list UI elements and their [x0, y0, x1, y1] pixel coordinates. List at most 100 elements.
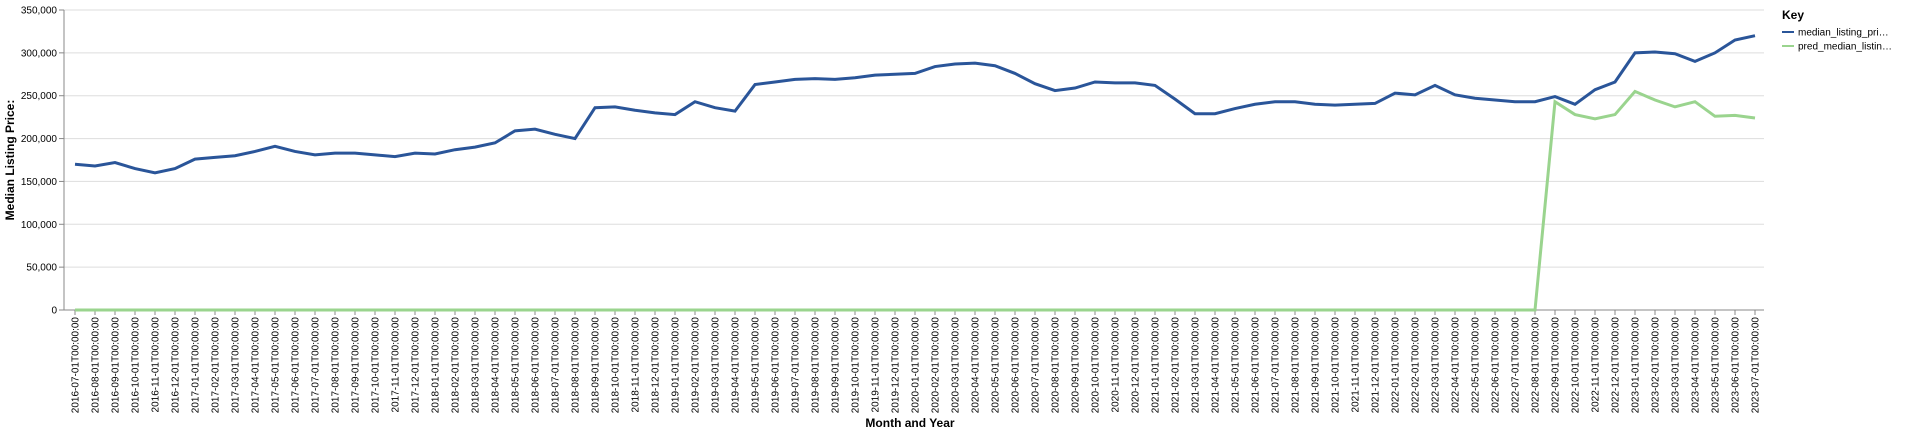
x-tick-label: 2017-09-01T00:00:00: [351, 317, 362, 414]
x-tick-label: 2022-10-01T00:00:00: [1571, 317, 1582, 414]
x-tick-label: 2022-11-01T00:00:00: [1591, 317, 1602, 413]
x-tick-label: 2022-12-01T00:00:00: [1611, 317, 1622, 414]
y-tick-label: 100,000: [21, 220, 58, 231]
x-tick-label: 2023-01-01T00:00:00: [1631, 317, 1642, 414]
x-tick-label: 2022-01-01T00:00:00: [1391, 317, 1402, 414]
x-tick-label: 2016-11-01T00:00:00: [151, 317, 162, 413]
x-tick-label: 2023-03-01T00:00:00: [1671, 317, 1682, 414]
x-tick-label: 2021-02-01T00:00:00: [1171, 317, 1182, 414]
x-tick-label: 2023-06-01T00:00:00: [1731, 317, 1742, 414]
x-tick-label: 2022-09-01T00:00:00: [1551, 317, 1562, 414]
y-tick-label: 350,000: [21, 6, 58, 17]
y-tick-label: 200,000: [21, 134, 58, 145]
x-tick-label: 2022-03-01T00:00:00: [1431, 317, 1442, 414]
x-tick-label: 2018-03-01T00:00:00: [471, 317, 482, 414]
x-tick-label: 2019-03-01T00:00:00: [711, 317, 722, 414]
x-tick-label: 2022-04-01T00:00:00: [1451, 317, 1462, 414]
x-tick-label: 2016-09-01T00:00:00: [111, 317, 122, 414]
x-tick-label: 2021-07-01T00:00:00: [1271, 317, 1282, 414]
x-tick-label: 2018-12-01T00:00:00: [651, 317, 662, 414]
x-tick-label: 2017-12-01T00:00:00: [411, 317, 422, 414]
x-tick-label: 2018-09-01T00:00:00: [591, 317, 602, 414]
x-tick-label: 2023-05-01T00:00:00: [1711, 317, 1722, 414]
x-tick-label: 2021-08-01T00:00:00: [1291, 317, 1302, 414]
x-tick-label: 2017-08-01T00:00:00: [331, 317, 342, 414]
x-tick-label: 2021-12-01T00:00:00: [1371, 317, 1382, 414]
x-tick-label: 2017-06-01T00:00:00: [291, 317, 302, 414]
x-axis-title: Month and Year: [865, 416, 954, 430]
x-tick-label: 2017-07-01T00:00:00: [311, 317, 322, 414]
x-tick-label: 2016-08-01T00:00:00: [91, 317, 102, 414]
x-tick-label: 2017-10-01T00:00:00: [371, 317, 382, 414]
x-tick-label: 2019-10-01T00:00:00: [851, 317, 862, 414]
series-line: [74, 34, 1756, 175]
legend-title: Key: [1782, 8, 1804, 22]
series-line: [75, 89, 1756, 312]
x-tick-label: 2021-10-01T00:00:00: [1331, 317, 1342, 414]
x-tick-label: 2020-01-01T00:00:00: [911, 317, 922, 414]
x-tick-label: 2021-09-01T00:00:00: [1311, 317, 1322, 414]
y-tick-label: 300,000: [21, 48, 58, 59]
x-tick-label: 2022-02-01T00:00:00: [1411, 317, 1422, 414]
x-tick-label: 2018-11-01T00:00:00: [631, 317, 642, 413]
y-tick-label: 0: [51, 306, 57, 317]
x-tick-label: 2022-05-01T00:00:00: [1471, 317, 1482, 414]
x-tick-label: 2019-07-01T00:00:00: [791, 317, 802, 414]
x-tick-label: 2020-08-01T00:00:00: [1051, 317, 1062, 414]
x-tick-label: 2017-04-01T00:00:00: [251, 317, 262, 414]
x-tick-label: 2021-03-01T00:00:00: [1191, 317, 1202, 414]
x-tick-label: 2019-11-01T00:00:00: [871, 317, 882, 413]
x-tick-label: 2019-08-01T00:00:00: [811, 317, 822, 414]
x-tick-label: 2022-07-01T00:00:00: [1511, 317, 1522, 414]
x-tick-label: 2018-06-01T00:00:00: [531, 317, 542, 414]
x-tick-label: 2020-11-01T00:00:00: [1111, 317, 1122, 413]
x-tick-label: 2022-06-01T00:00:00: [1491, 317, 1502, 414]
x-tick-label: 2018-04-01T00:00:00: [491, 317, 502, 414]
legend-label: pred_median_listin…: [1798, 42, 1892, 53]
x-tick-label: 2020-02-01T00:00:00: [931, 317, 942, 414]
x-tick-label: 2023-02-01T00:00:00: [1651, 317, 1662, 414]
legend-label: median_listing_pri…: [1798, 28, 1889, 39]
y-tick-label: 150,000: [21, 177, 58, 188]
x-tick-label: 2019-04-01T00:00:00: [731, 317, 742, 414]
x-tick-label: 2021-11-01T00:00:00: [1351, 317, 1362, 413]
x-tick-label: 2020-03-01T00:00:00: [951, 317, 962, 414]
x-tick-label: 2021-04-01T00:00:00: [1211, 317, 1222, 414]
x-tick-label: 2020-12-01T00:00:00: [1131, 317, 1142, 414]
x-tick-label: 2017-05-01T00:00:00: [271, 317, 282, 414]
x-tick-label: 2021-05-01T00:00:00: [1231, 317, 1242, 414]
x-tick-label: 2018-02-01T00:00:00: [451, 317, 462, 414]
x-tick-label: 2018-07-01T00:00:00: [551, 317, 562, 414]
x-tick-label: 2016-10-01T00:00:00: [131, 317, 142, 414]
y-axis-title: Median Listing Price:: [3, 100, 17, 221]
x-tick-label: 2018-08-01T00:00:00: [571, 317, 582, 414]
x-tick-label: 2018-05-01T00:00:00: [511, 317, 522, 414]
x-tick-label: 2018-01-01T00:00:00: [431, 317, 442, 414]
x-tick-label: 2020-09-01T00:00:00: [1071, 317, 1082, 414]
x-tick-label: 2017-03-01T00:00:00: [231, 317, 242, 414]
y-tick-label: 250,000: [21, 91, 58, 102]
x-tick-label: 2017-02-01T00:00:00: [211, 317, 222, 414]
x-tick-label: 2017-11-01T00:00:00: [391, 317, 402, 413]
x-tick-label: 2022-08-01T00:00:00: [1531, 317, 1542, 414]
x-tick-label: 2016-07-01T00:00:00: [71, 317, 82, 414]
x-tick-label: 2016-12-01T00:00:00: [171, 317, 182, 414]
y-tick-label: 50,000: [26, 263, 57, 274]
x-tick-label: 2019-12-01T00:00:00: [891, 317, 902, 414]
x-tick-label: 2020-04-01T00:00:00: [971, 317, 982, 414]
x-tick-label: 2020-06-01T00:00:00: [1011, 317, 1022, 414]
x-tick-label: 2019-06-01T00:00:00: [771, 317, 782, 414]
x-tick-label: 2023-07-01T00:00:00: [1751, 317, 1762, 414]
x-tick-label: 2023-04-01T00:00:00: [1691, 317, 1702, 414]
x-tick-label: 2020-05-01T00:00:00: [991, 317, 1002, 414]
x-tick-label: 2021-06-01T00:00:00: [1251, 317, 1262, 414]
x-tick-label: 2018-10-01T00:00:00: [611, 317, 622, 414]
x-tick-label: 2019-05-01T00:00:00: [751, 317, 762, 414]
x-tick-label: 2020-10-01T00:00:00: [1091, 317, 1102, 414]
x-tick-label: 2021-01-01T00:00:00: [1151, 317, 1162, 414]
x-tick-label: 2019-01-01T00:00:00: [671, 317, 682, 414]
x-tick-label: 2019-09-01T00:00:00: [831, 317, 842, 414]
x-tick-label: 2019-02-01T00:00:00: [691, 317, 702, 414]
x-tick-label: 2017-01-01T00:00:00: [191, 317, 202, 414]
